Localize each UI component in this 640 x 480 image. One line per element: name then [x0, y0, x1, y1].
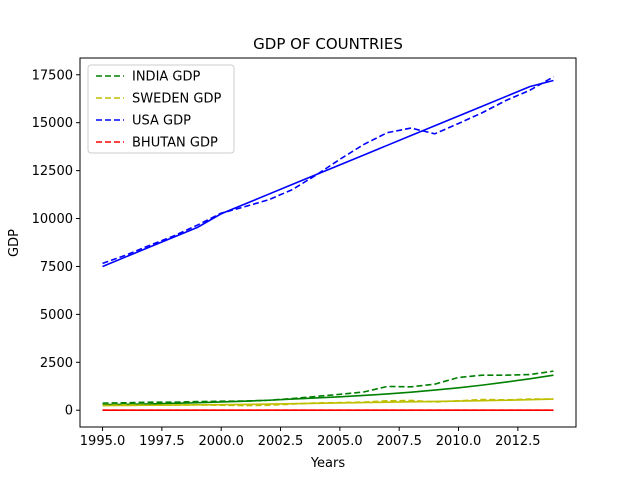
x-axis-ticks: 1995.0 1997.5 2000.0 2002.5 2005.0 2007.5 2010…: [80, 427, 541, 449]
axes-frame: [79, 57, 577, 428]
y-axis-ticks: 0 2500 5000 7500 10000 12500 15000 17500: [32, 68, 80, 419]
y-tick-label: 17500: [32, 68, 73, 83]
x-tick-label: 2005.0: [317, 434, 363, 449]
trend-line-0: [102, 374, 554, 406]
y-tick-label: 10000: [32, 212, 73, 227]
legend-label: INDIA GDP: [132, 70, 201, 85]
series-line-usa-gdp: [102, 76, 554, 265]
y-axis-label: GDP: [7, 229, 22, 257]
trend-line-2: [102, 79, 554, 268]
y-tick-label: 7500: [40, 260, 73, 275]
x-tick-label: 2007.5: [376, 434, 422, 449]
x-tick-label: 1997.5: [139, 434, 185, 449]
legend-label: USA GDP: [132, 114, 191, 129]
y-tick-label: 0: [65, 404, 73, 419]
series-line-india-gdp: [102, 370, 554, 404]
x-tick-label: 2010.0: [436, 434, 482, 449]
x-tick-label: 1995.0: [80, 434, 126, 449]
x-axis-label: Years: [310, 456, 346, 471]
legend-label: SWEDEN GDP: [132, 92, 221, 107]
legend-box: [87, 64, 235, 154]
legend-label: BHUTAN GDP: [132, 136, 218, 151]
x-tick-label: 2000.0: [198, 434, 244, 449]
y-tick-label: 15000: [32, 116, 73, 131]
chart-title: GDP OF COUNTRIES: [253, 35, 403, 53]
legend: INDIA GDP SWEDEN GDP USA GDP BHUTAN GDP: [87, 64, 235, 154]
x-tick-label: 2012.5: [495, 434, 541, 449]
y-tick-label: 5000: [40, 308, 73, 323]
x-tick-label: 2002.5: [258, 434, 304, 449]
plot-area: [79, 57, 577, 428]
y-tick-label: 12500: [32, 164, 73, 179]
y-tick-label: 2500: [40, 356, 73, 371]
series-line-sweden-gdp: [102, 398, 554, 407]
